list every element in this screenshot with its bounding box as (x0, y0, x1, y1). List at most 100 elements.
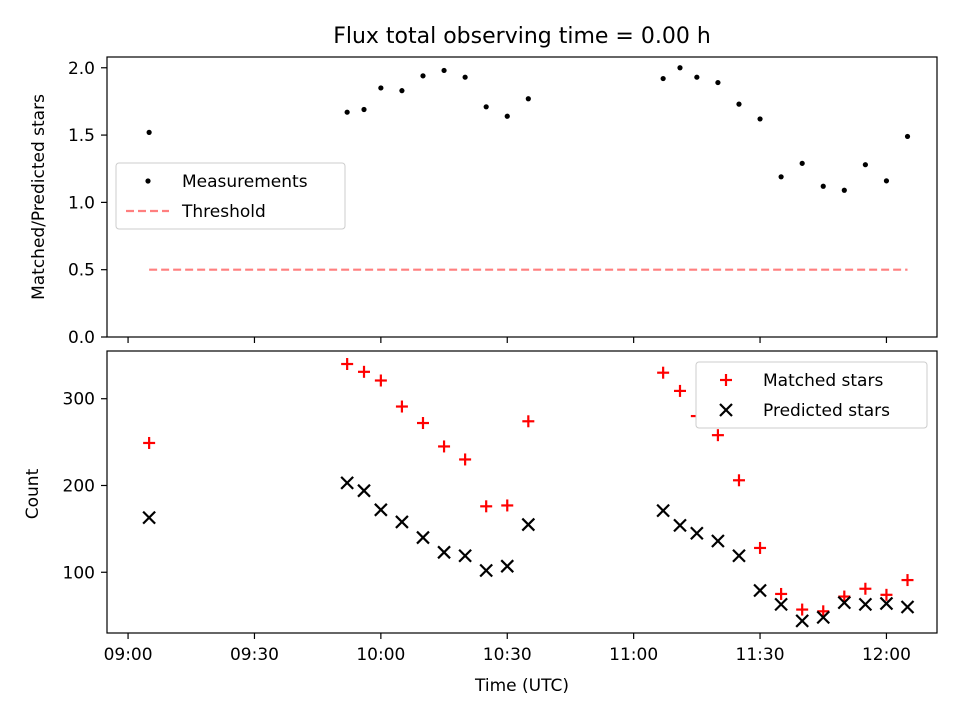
matched-star-point (817, 605, 830, 618)
bottom-legend: Matched stars Predicted stars (695, 361, 928, 429)
matched-star-point (480, 500, 493, 513)
matched-star-point (732, 474, 745, 487)
measurement-point (441, 67, 447, 74)
top-y-tick-label: 1.5 (68, 126, 95, 146)
measurement-point (715, 79, 721, 86)
predicted-star-point (753, 583, 767, 598)
predicted-star-point (416, 530, 430, 545)
top-y-tick-label: 0.5 (68, 261, 95, 281)
matched-star-point (711, 429, 724, 442)
bottom-axes-frame (106, 350, 938, 634)
matched-star-point (673, 384, 686, 397)
measurement-point (820, 183, 826, 189)
measurement-point (736, 101, 742, 107)
measurement-point (862, 162, 868, 168)
measurement-point (799, 160, 805, 166)
x-tick-label: 09:30 (230, 645, 279, 665)
x-tick-label: 09:00 (104, 645, 153, 665)
matched-star-point (657, 366, 670, 379)
predicted-star-point (479, 563, 493, 578)
matched-star-point (143, 436, 156, 449)
predicted-star-point (656, 503, 670, 518)
predicted-star-point (879, 596, 894, 611)
matched-star-point (438, 440, 451, 453)
legend-predicted-label: Predicted stars (763, 401, 890, 421)
measurement-point (841, 187, 847, 193)
x-tick-label: 10:30 (483, 645, 532, 665)
predicted-star-point (673, 518, 687, 533)
predicted-star-point (774, 597, 788, 612)
measurement-point (483, 104, 489, 110)
top-legend: Measurements Threshold (115, 162, 346, 230)
predicted-star-point (711, 534, 725, 548)
measurement-point (525, 96, 531, 102)
measurement-point (361, 106, 367, 113)
x-tick-label: 11:00 (609, 645, 658, 665)
top-plot-area: 0.0 0.5 1.0 1.5 2.0 (68, 59, 911, 348)
measurement-point (344, 109, 350, 115)
x-axis-label: Time (UTC) (474, 676, 569, 696)
matched-star-point (880, 588, 893, 601)
legend-matched-marker (720, 374, 732, 386)
bottom-y-axis-label: Count (23, 468, 43, 519)
top-y-tick-label: 1.0 (68, 193, 95, 213)
legend-measurements-label: Measurements (182, 172, 308, 192)
measurement-point (883, 178, 890, 184)
matched-star-point (459, 453, 472, 466)
legend-threshold-label: Threshold (181, 202, 266, 222)
bottom-y-tick-label: 200 (63, 476, 95, 496)
measurement-point (420, 73, 426, 79)
top-y-tick-label: 0.0 (68, 328, 95, 348)
measurement-point (677, 65, 683, 71)
predicted-star-point (837, 595, 852, 610)
predicted-star-point (458, 548, 472, 563)
matched-star-point (358, 365, 371, 378)
predicted-star-point (395, 515, 409, 529)
bottom-panel: 09:00 09:30 10:00 10:30 11:00 11:30 12:00 100 20… (23, 350, 938, 665)
x-tick-label: 12:00 (862, 645, 911, 665)
measurement-point (694, 74, 700, 80)
measurement-point (504, 113, 510, 119)
matched-star-point (901, 574, 914, 587)
measurement-point (778, 174, 784, 180)
legend-predicted-marker (719, 403, 733, 417)
predicted-star-point (340, 476, 354, 490)
top-legend-box (115, 162, 346, 230)
matched-star-point (522, 415, 535, 428)
matched-star-point (416, 417, 429, 430)
predicted-star-point (437, 545, 451, 560)
predicted-star-point (795, 614, 809, 628)
legend-matched-label: Matched stars (763, 371, 883, 391)
legend-measurements-marker (145, 178, 151, 184)
predicted-star-point (500, 559, 515, 573)
measurement-point (462, 74, 468, 80)
measurement-point (904, 133, 911, 140)
x-tick-label: 11:30 (736, 645, 785, 665)
measurement-point (660, 75, 666, 82)
bottom-y-tick-label: 100 (63, 563, 95, 583)
matched-star-point (341, 358, 354, 371)
chart-title: Flux total observing time = 0.00 h (333, 24, 711, 49)
bottom-legend-box (695, 361, 928, 429)
top-y-tick-label: 2.0 (68, 59, 95, 79)
measurement-point (399, 88, 405, 94)
predicted-star-point (690, 526, 704, 540)
matched-star-point (395, 400, 408, 413)
top-y-axis-label: Matched/Predicted stars (29, 94, 49, 300)
x-tick-label: 10:00 (356, 645, 405, 665)
predicted-star-point (374, 503, 388, 517)
predicted-star-point (732, 548, 746, 563)
predicted-star-point (142, 510, 156, 525)
top-axes-frame (106, 56, 938, 338)
measurement-point (146, 129, 152, 135)
predicted-star-point (357, 483, 371, 498)
measurement-point (757, 116, 763, 122)
matched-star-point (754, 541, 767, 554)
predicted-star-point (521, 517, 536, 532)
predicted-star-point (900, 600, 915, 614)
bottom-y-tick-label: 300 (63, 390, 95, 410)
matched-star-point (838, 590, 851, 603)
matched-star-point (796, 603, 809, 616)
measurement-point (378, 85, 384, 91)
